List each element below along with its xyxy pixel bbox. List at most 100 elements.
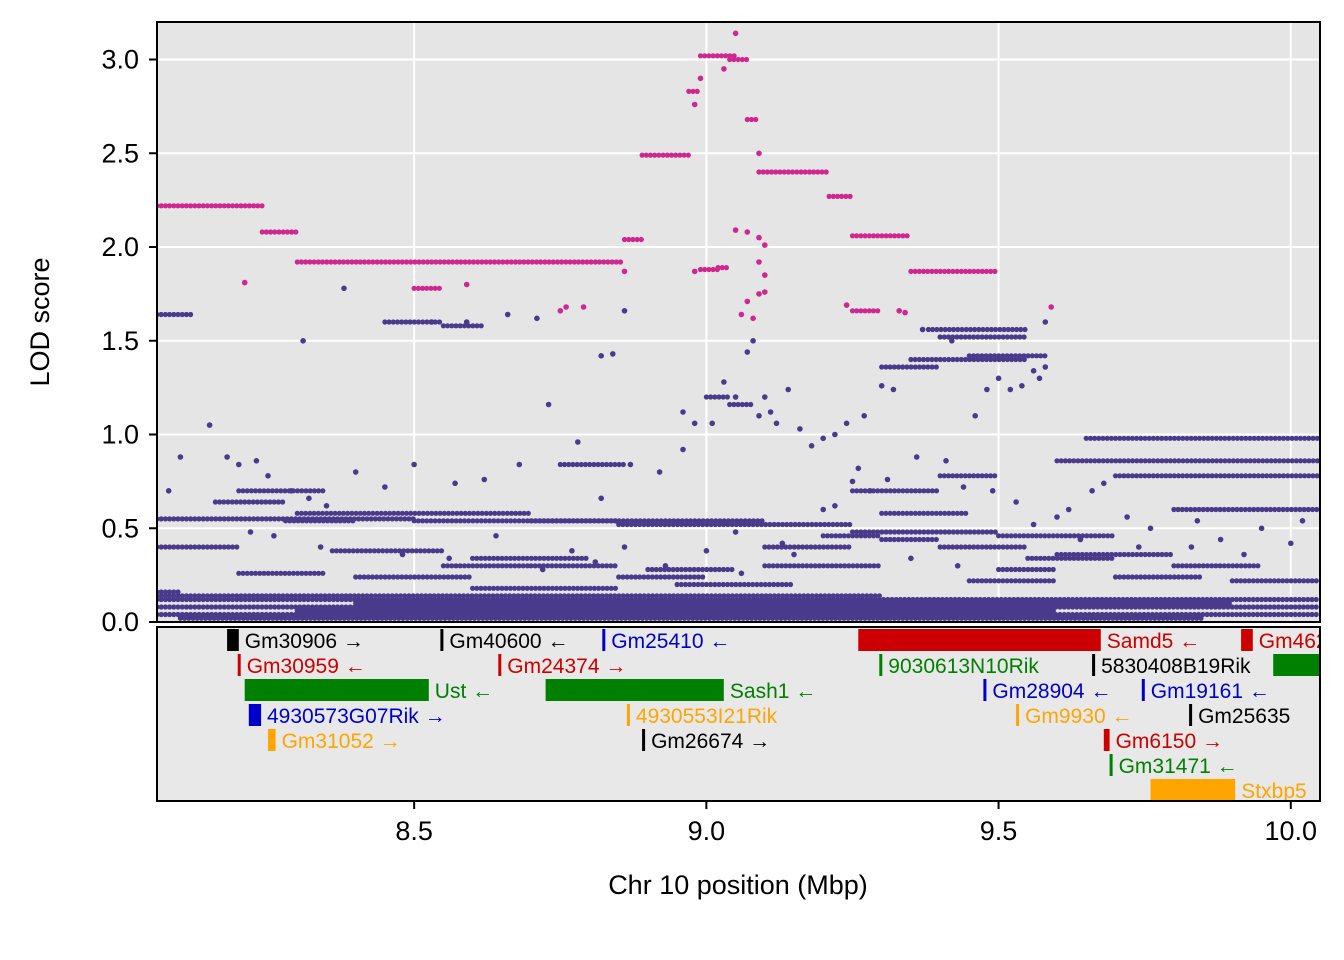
lod-point: [259, 593, 265, 599]
lod-point: [1000, 544, 1006, 550]
lod-point: [1146, 551, 1152, 558]
lod-point: [678, 566, 685, 573]
lod-point: [1124, 514, 1130, 520]
y-axis-label: LOD score: [25, 257, 55, 386]
lod-point: [737, 581, 743, 588]
lod-point: [941, 608, 947, 614]
lod-point: [175, 593, 181, 599]
lod-point: [541, 585, 547, 591]
lod-point: [311, 510, 317, 516]
lod-point: [955, 326, 961, 333]
lod-point: [1129, 574, 1135, 580]
lod-point: [996, 608, 1002, 614]
lod-point: [799, 615, 805, 621]
lod-point: [819, 608, 825, 614]
lod-point: [353, 259, 359, 265]
lod-point: [851, 593, 857, 599]
lod-point: [1008, 353, 1014, 359]
lod-point: [895, 364, 902, 370]
lod-point: [993, 326, 999, 333]
lod-point: [1238, 578, 1244, 584]
lod-point: [777, 169, 783, 175]
lod-point: [393, 516, 399, 522]
lod-point: [691, 420, 698, 427]
lod-point: [721, 521, 727, 528]
lod-point: [561, 461, 568, 468]
lod-point: [1225, 611, 1231, 618]
lod-point: [1175, 473, 1182, 479]
lod-point: [843, 420, 850, 427]
lod-point: [1285, 458, 1291, 464]
lod-point: [1159, 600, 1165, 606]
lod-point: [1160, 615, 1166, 621]
lod-point: [171, 589, 177, 595]
lod-point: [821, 563, 827, 569]
lod-point: [1218, 435, 1224, 441]
lod-point: [720, 566, 727, 573]
lod-point: [996, 615, 1003, 621]
lod-point: [644, 615, 650, 621]
lod-point: [272, 593, 278, 599]
lod-point: [975, 334, 981, 340]
lod-point: [183, 311, 189, 318]
lod-point: [1167, 551, 1173, 558]
lod-point: [598, 495, 604, 502]
lod-point: [854, 529, 860, 535]
lod-point: [828, 608, 834, 614]
lod-point: [162, 611, 168, 618]
lod-point: [769, 169, 775, 175]
lod-point: [912, 510, 918, 516]
lod-point: [1155, 551, 1161, 558]
lod-point: [516, 585, 522, 591]
lod-point: [1092, 555, 1098, 561]
lod-point: [528, 585, 535, 591]
lod-point: [987, 544, 994, 550]
lod-point: [253, 458, 260, 464]
lod-point: [471, 608, 477, 614]
lod-point: [255, 593, 261, 599]
lod-point: [632, 574, 639, 580]
lod-point: [975, 615, 982, 621]
lod-point: [175, 516, 181, 522]
lod-point: [521, 259, 527, 265]
lod-point: [500, 600, 506, 606]
lod-point: [500, 608, 506, 614]
lod-point: [1229, 596, 1235, 603]
lod-point: [272, 516, 278, 522]
lod-point: [1276, 473, 1282, 479]
lod-point: [328, 608, 334, 614]
lod-point: [970, 578, 977, 584]
lod-point: [787, 581, 794, 588]
lod-point: [192, 516, 198, 522]
lod-point: [1208, 611, 1214, 618]
lod-point: [920, 608, 926, 614]
lod-point: [891, 536, 897, 543]
lod-point: [1275, 611, 1281, 618]
lod-point: [1000, 578, 1006, 584]
lod-point: [762, 544, 768, 550]
lod-point: [395, 608, 401, 614]
lod-point: [391, 608, 397, 614]
gene-label: Gm30906 →: [245, 630, 364, 653]
lod-point: [381, 516, 387, 522]
lod-point: [246, 499, 252, 505]
lod-point: [158, 593, 164, 599]
lod-point: [546, 608, 552, 614]
lod-point: [1013, 544, 1019, 550]
lod-point: [1085, 615, 1091, 621]
lod-point: [679, 574, 685, 580]
lod-point: [448, 593, 454, 599]
lod-point: [992, 544, 998, 550]
lod-point: [224, 615, 230, 621]
gene-bar: [1241, 629, 1253, 651]
lod-point: [1263, 578, 1269, 584]
lod-point: [450, 510, 456, 516]
lod-point: [975, 473, 981, 479]
lod-point: [732, 529, 739, 535]
lod-point: [387, 259, 393, 265]
lod-point: [1108, 435, 1114, 441]
lod-point: [498, 593, 504, 599]
lod-point: [546, 600, 552, 606]
lod-point: [1296, 611, 1302, 618]
lod-point: [900, 233, 906, 239]
